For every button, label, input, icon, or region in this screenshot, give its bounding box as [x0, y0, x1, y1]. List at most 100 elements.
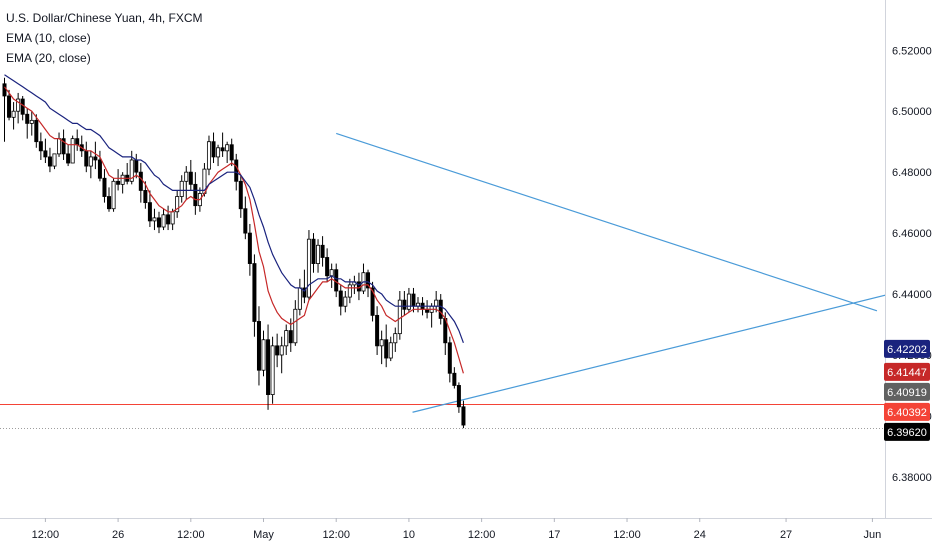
candle-body [306, 238, 311, 298]
y-tick-label: 6.44000 [892, 289, 932, 301]
price-label-text: 6.40919 [887, 387, 927, 399]
candle-body [329, 269, 334, 277]
candle [156, 211, 161, 234]
price-label: 6.40919 [884, 382, 930, 401]
candle [225, 141, 230, 164]
candle-body [356, 281, 361, 292]
candle-body [161, 214, 166, 228]
candle [206, 135, 211, 176]
candle-body [379, 339, 384, 347]
candle [275, 333, 280, 368]
candle-body [284, 330, 289, 347]
price-label: 6.40392 [884, 402, 930, 421]
candle [143, 181, 148, 209]
candle-body [52, 153, 57, 167]
candle [402, 290, 407, 316]
x-tick-label: 24 [694, 529, 706, 541]
candle-body [461, 406, 466, 426]
symbol-title[interactable]: U.S. Dollar/Chinese Yuan, 4h, FXCM [6, 11, 203, 25]
candle-body [388, 342, 393, 359]
candle-body [434, 299, 439, 307]
candle-body [179, 180, 184, 197]
candle [29, 111, 34, 136]
candle-body [270, 345, 275, 395]
candle [393, 327, 398, 352]
candle [438, 294, 443, 325]
candle-body [84, 150, 89, 167]
candle [252, 254, 257, 337]
candle [266, 324, 271, 410]
x-tick-label: 12:00 [468, 529, 496, 541]
candle [343, 290, 348, 313]
candle [284, 324, 289, 355]
candle [47, 147, 52, 173]
ema-line-1[interactable] [4, 74, 464, 344]
candle-body [38, 141, 43, 152]
ema-line-0[interactable] [4, 86, 464, 374]
candle-body [43, 150, 48, 158]
ema-lines [4, 74, 464, 374]
candle-body [288, 330, 293, 344]
candle-body [211, 141, 216, 158]
candle [243, 196, 248, 240]
candle [52, 153, 57, 170]
candle [370, 281, 375, 322]
candle [302, 269, 307, 304]
candle-body [275, 345, 280, 356]
candle-body [143, 190, 148, 204]
time-axis[interactable]: 12:00 26 12:00 May 12:00 10 12:00 17 12:00 24 27 Ju… [32, 518, 882, 541]
candle [152, 208, 157, 231]
chart-legend: U.S. Dollar/Chinese Yuan, 4h, FXCM EMA (… [6, 8, 203, 68]
price-label-text: 6.39620 [887, 427, 927, 439]
candle [120, 172, 125, 194]
x-tick-label: May [253, 529, 274, 541]
candle-body [7, 95, 12, 118]
candle [384, 324, 389, 368]
candle-body [343, 296, 348, 307]
candle-body [134, 159, 139, 173]
ema10-legend[interactable]: EMA (10, close) [6, 31, 91, 45]
candle-body [138, 171, 143, 191]
price-axis[interactable]: 6.380006.400006.420006.440006.460006.480… [892, 45, 932, 484]
candle [270, 336, 275, 404]
candle-body [456, 385, 461, 408]
candle [461, 400, 466, 429]
candle [184, 166, 189, 200]
candle-body [375, 314, 380, 347]
candle [166, 205, 171, 231]
candle [38, 132, 43, 160]
candle [102, 169, 107, 203]
y-tick-label: 6.50000 [892, 106, 932, 118]
candle-body [252, 263, 257, 322]
candle [88, 150, 93, 179]
candle-body [229, 144, 234, 161]
candle [247, 223, 252, 276]
x-tick-label: 12:00 [177, 529, 205, 541]
price-label-bg [884, 382, 930, 401]
candle-body [325, 257, 330, 277]
y-tick-label: 6.48000 [892, 167, 932, 179]
candle [347, 278, 352, 304]
candle [338, 284, 343, 316]
candle [388, 336, 393, 362]
trendlines [336, 132, 900, 413]
y-tick-label: 6.38000 [892, 472, 932, 484]
trendline-1[interactable] [412, 291, 900, 413]
price-label-bg [884, 362, 930, 381]
y-tick-label: 6.46000 [892, 228, 932, 240]
candle [161, 208, 166, 231]
candle-body [393, 333, 398, 344]
price-label-text: 6.41447 [887, 367, 927, 379]
candle [456, 382, 461, 413]
candle [147, 190, 152, 228]
candle [116, 169, 121, 191]
ema20-legend[interactable]: EMA (20, close) [6, 51, 91, 65]
candle-body [397, 299, 402, 335]
candle-body [34, 119, 39, 143]
candle [7, 89, 12, 121]
candle [179, 175, 184, 203]
trendline-0[interactable] [336, 132, 878, 312]
candle [43, 138, 48, 164]
